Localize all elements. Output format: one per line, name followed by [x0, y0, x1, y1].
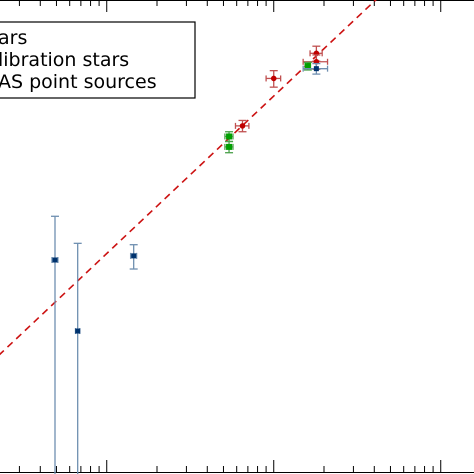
fit-line-group	[0, 0, 377, 356]
axis-ticks	[18, 0, 442, 472]
legend-label-3: AS point sources	[0, 71, 157, 93]
fit-line	[0, 0, 377, 356]
legend-label-1: ars	[0, 27, 27, 49]
series-2	[224, 61, 312, 154]
data-point-marker	[270, 75, 277, 82]
data-point-marker	[226, 143, 233, 150]
data-point-marker	[239, 123, 246, 129]
data-point-marker	[52, 257, 58, 263]
data-point-marker	[131, 253, 137, 259]
data-point-marker	[75, 328, 81, 334]
data-point-marker	[313, 66, 319, 72]
data-point-marker	[304, 63, 311, 70]
data-point-marker	[226, 133, 233, 140]
legend-label-2: libration stars	[0, 49, 129, 71]
series-1	[234, 45, 329, 133]
series-3	[51, 62, 329, 474]
legend: ars libration stars AS point sources	[0, 21, 196, 99]
data-points-group	[51, 45, 329, 474]
legend-box	[0, 21, 196, 99]
